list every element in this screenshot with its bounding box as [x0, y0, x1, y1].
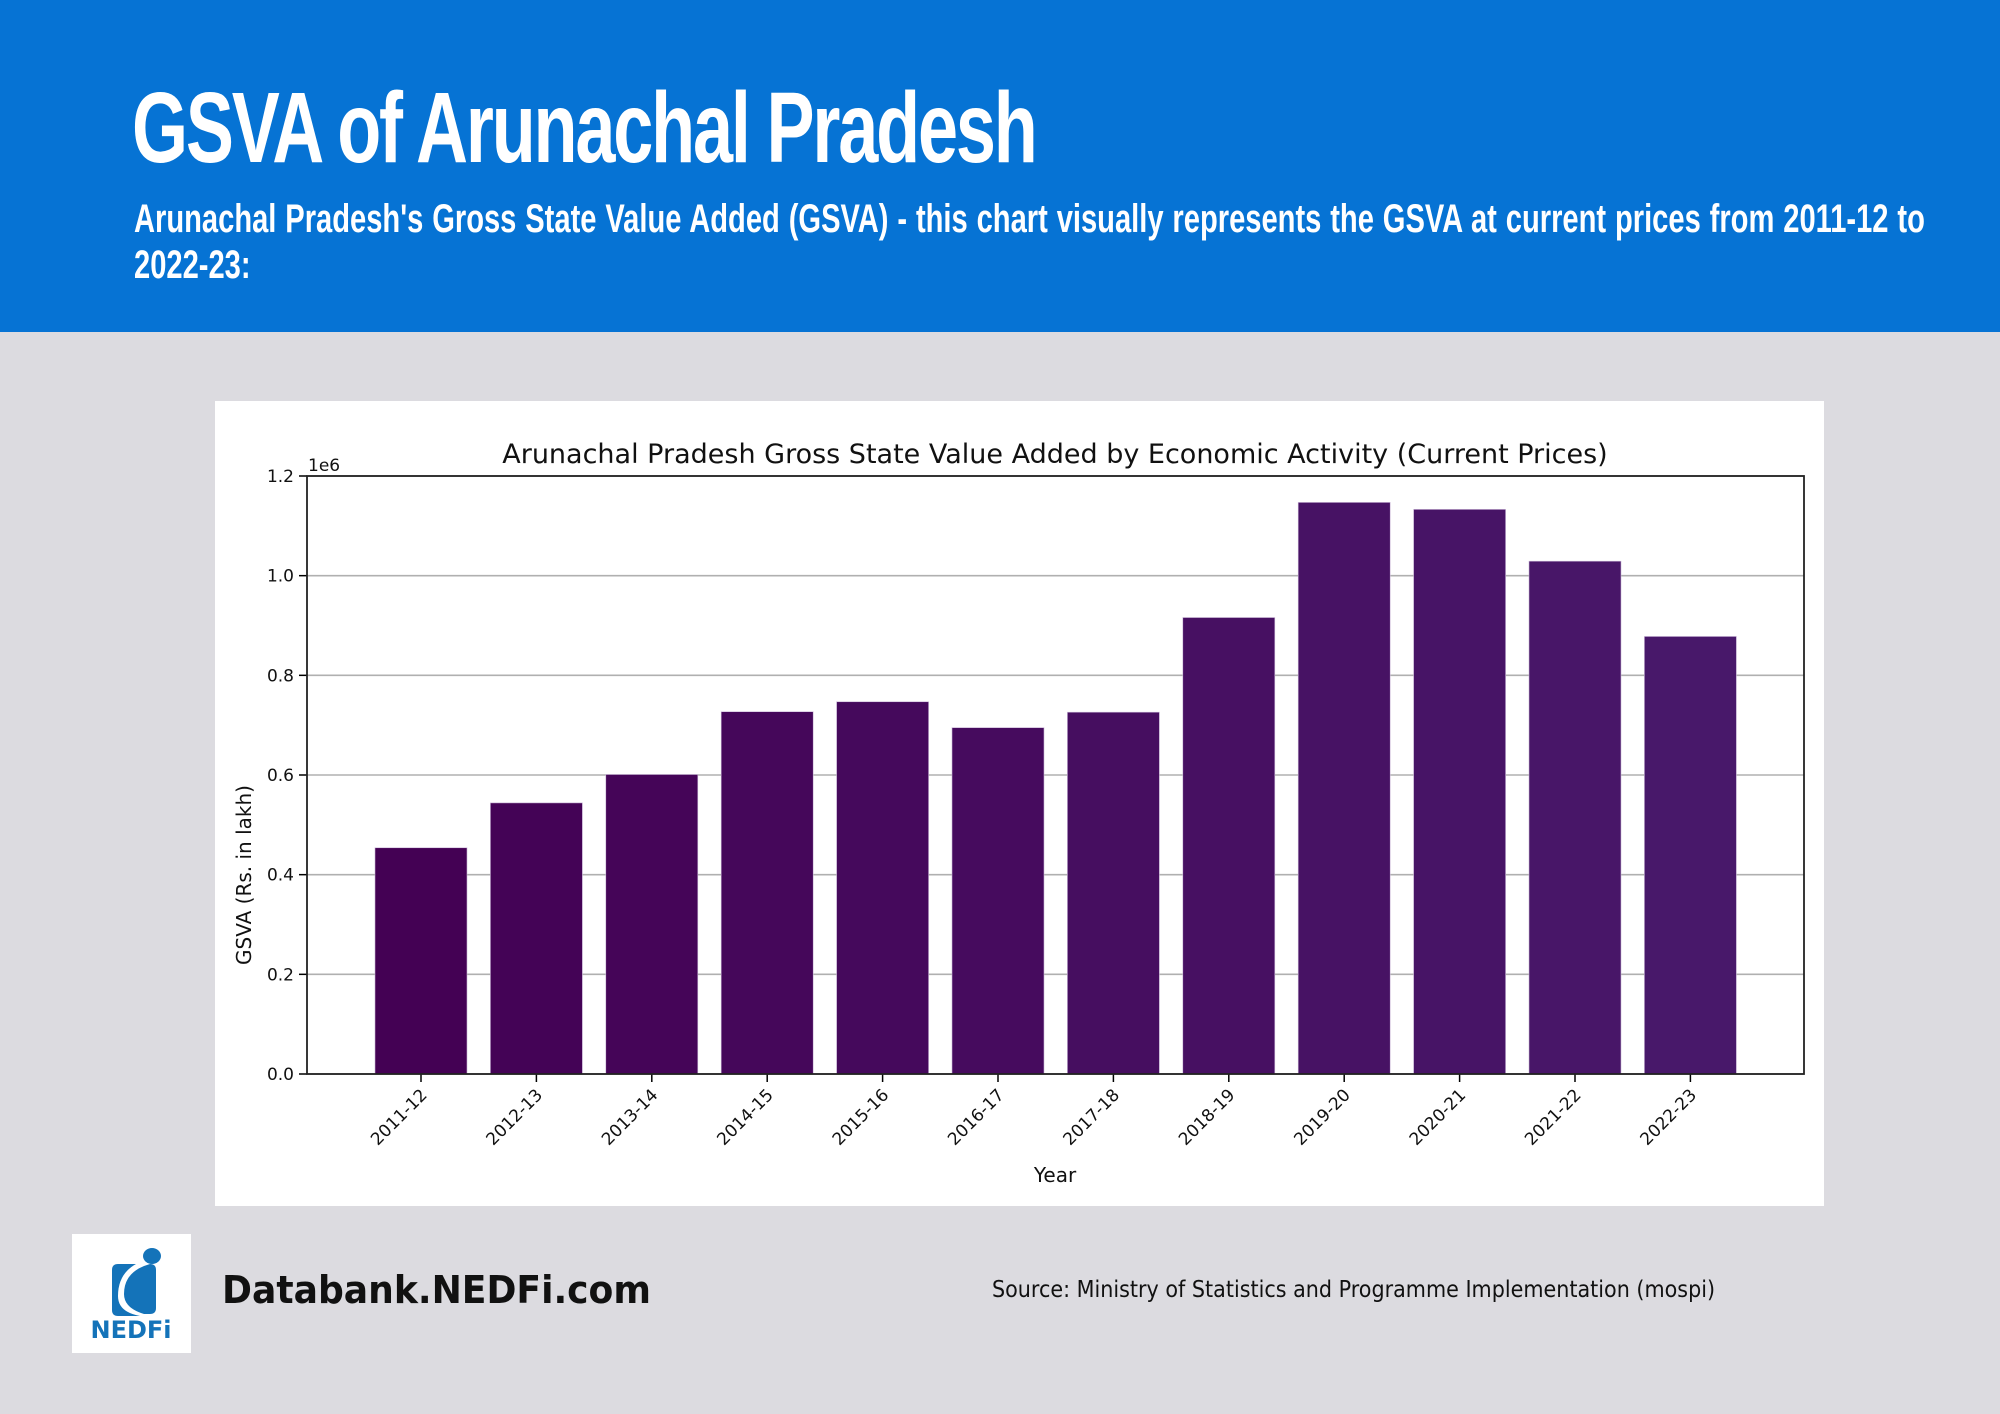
x-tick-label: 2018-19: [1175, 1085, 1239, 1149]
header-banner: GSVA of Arunachal Pradesh Arunachal Prad…: [0, 0, 2000, 332]
x-tick-label: 2017-18: [1060, 1085, 1124, 1149]
bar-2021-22: [1528, 560, 1622, 1075]
bar-2013-14: [605, 774, 699, 1075]
page-title: GSVA of Arunachal Pradesh: [132, 72, 1038, 184]
y-axis-label: GSVA (Rs. in lakh): [232, 785, 256, 965]
x-tick-label: 2020-21: [1406, 1085, 1470, 1149]
bar-chart: 0.0 0.2 0.4 0.6 0.8 1.0 1.2 2011-12 2012-13 2013-…: [232, 439, 1805, 1187]
site-link[interactable]: Databank.NEDFi.com: [222, 1268, 651, 1312]
page-subtitle: Arunachal Pradesh's Gross State Value Ad…: [134, 197, 1925, 287]
x-tick-label: 2021-22: [1521, 1085, 1585, 1149]
y-tick-label: 1.0: [267, 567, 294, 587]
y-tick-label: 0.0: [267, 1065, 294, 1085]
nedfi-logo-icon: NEDFi: [90, 1248, 172, 1344]
bar-2014-15: [720, 711, 814, 1075]
chart-card: 0.0 0.2 0.4 0.6 0.8 1.0 1.2 2011-12 2012-13 2013-…: [215, 401, 1824, 1206]
y-tick-label: 1.2: [267, 467, 294, 487]
x-tick-label: 2016-17: [944, 1085, 1008, 1149]
y-tick-label: 0.4: [267, 866, 294, 886]
x-tick-label: 2022-23: [1637, 1085, 1701, 1149]
x-tick-label: 2015-16: [829, 1085, 893, 1149]
plot-frame: [306, 475, 1805, 1075]
bar-2017-18: [1067, 711, 1160, 1075]
bar-2011-12: [374, 847, 468, 1075]
x-tick-label: 2013-14: [598, 1085, 662, 1149]
bar-2020-21: [1413, 509, 1506, 1075]
source-note: Source: Ministry of Statistics and Progr…: [992, 1277, 1716, 1303]
x-tick-label: 2019-20: [1290, 1085, 1354, 1149]
logo-wordmark: NEDFi: [90, 1316, 171, 1344]
bar-2016-17: [951, 727, 1045, 1075]
bar-2015-16: [836, 701, 929, 1075]
y-tick-label: 0.2: [267, 965, 294, 985]
chart-title: Arunachal Pradesh Gross State Value Adde…: [502, 439, 1607, 470]
x-tick-label: 2012-13: [483, 1085, 547, 1149]
bar-2018-19: [1182, 617, 1276, 1075]
y-tick-label: 0.6: [267, 766, 294, 786]
bar-2022-23: [1644, 636, 1737, 1075]
x-tick-label: 2011-12: [367, 1085, 431, 1149]
bar-2012-13: [490, 802, 583, 1075]
bar-2019-20: [1297, 502, 1391, 1075]
x-axis-label: Year: [1033, 1163, 1077, 1187]
nedfi-logo: NEDFi: [72, 1234, 191, 1353]
x-tick-label: 2014-15: [713, 1085, 777, 1149]
y-axis-offset-label: 1e6: [308, 456, 340, 476]
y-tick-label: 0.8: [267, 666, 294, 686]
